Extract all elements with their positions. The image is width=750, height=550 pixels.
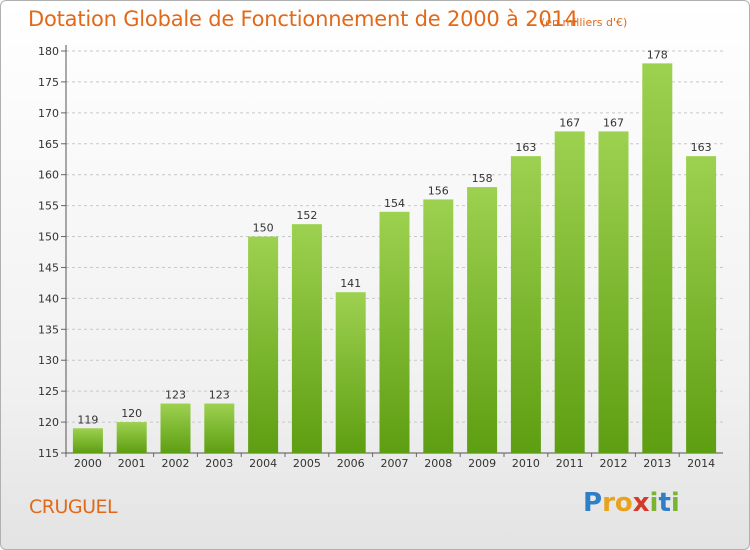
- x-tick-label: 2003: [205, 457, 233, 470]
- y-tick-label: 175: [38, 76, 59, 89]
- value-label: 119: [77, 413, 98, 426]
- y-tick-label: 125: [38, 385, 59, 398]
- value-label: 178: [647, 48, 668, 61]
- bar-2011: [554, 131, 585, 453]
- value-label: 152: [296, 209, 317, 222]
- bar-2000: [72, 428, 103, 453]
- logo-letter: i: [649, 488, 659, 518]
- bar-2007: [379, 211, 410, 453]
- bar-2006: [335, 292, 366, 453]
- y-tick-label: 160: [38, 169, 59, 182]
- bar-2001: [116, 422, 147, 453]
- proxiti-logo[interactable]: Proxiti: [583, 488, 680, 518]
- logo-letter: P: [583, 488, 603, 518]
- y-tick-label: 145: [38, 261, 59, 274]
- value-label: 123: [165, 389, 186, 402]
- y-tick-label: 130: [38, 354, 59, 367]
- value-label: 158: [472, 172, 493, 185]
- value-label: 141: [340, 277, 361, 290]
- y-tick-label: 150: [38, 231, 59, 244]
- value-label: 167: [559, 116, 580, 129]
- x-tick-label: 2014: [687, 457, 715, 470]
- value-label: 150: [253, 222, 274, 235]
- logo-letter: x: [632, 488, 650, 518]
- x-tick-label: 2002: [162, 457, 190, 470]
- bar-2012: [598, 131, 629, 453]
- y-tick-label: 155: [38, 200, 59, 213]
- logo-letter: t: [658, 488, 671, 518]
- bar-2004: [248, 236, 279, 453]
- x-tick-label: 2007: [381, 457, 409, 470]
- logo-letter: r: [602, 488, 615, 518]
- y-tick-label: 165: [38, 138, 59, 151]
- value-label: 123: [209, 389, 230, 402]
- value-label: 156: [428, 184, 449, 197]
- y-tick-label: 120: [38, 416, 59, 429]
- value-label: 163: [515, 141, 536, 154]
- bar-2013: [642, 63, 673, 453]
- y-tick-label: 180: [38, 45, 59, 58]
- x-tick-label: 2013: [643, 457, 671, 470]
- bar-2008: [423, 199, 454, 453]
- chart-title: Dotation Globale de Fonctionnement de 20…: [28, 7, 578, 31]
- bar-2010: [510, 156, 541, 453]
- x-tick-label: 2001: [118, 457, 146, 470]
- x-tick-label: 2005: [293, 457, 321, 470]
- value-label: 167: [603, 116, 624, 129]
- y-tick-label: 170: [38, 107, 59, 120]
- value-label: 154: [384, 197, 405, 210]
- value-label: 120: [121, 407, 142, 420]
- logo-letter: o: [614, 488, 633, 518]
- x-tick-label: 2011: [556, 457, 584, 470]
- y-tick-label: 135: [38, 323, 59, 336]
- bar-2009: [467, 187, 498, 454]
- commune-name: CRUGUEL: [29, 496, 118, 518]
- bar-2002: [160, 403, 191, 453]
- x-tick-label: 2006: [337, 457, 365, 470]
- x-tick-label: 2008: [424, 457, 452, 470]
- chart-subtitle: (en milliers d'€): [541, 16, 628, 29]
- y-tick-label: 140: [38, 292, 59, 305]
- value-label: 163: [691, 141, 712, 154]
- bar-2003: [204, 403, 235, 453]
- x-tick-label: 2009: [468, 457, 496, 470]
- x-tick-label: 2000: [74, 457, 102, 470]
- x-tick-label: 2012: [600, 457, 628, 470]
- y-tick-label: 115: [38, 447, 59, 460]
- bar-2005: [291, 224, 322, 453]
- x-tick-label: 2004: [249, 457, 277, 470]
- x-tick-label: 2010: [512, 457, 540, 470]
- logo-letter: i: [670, 488, 680, 518]
- bar-2014: [686, 156, 717, 453]
